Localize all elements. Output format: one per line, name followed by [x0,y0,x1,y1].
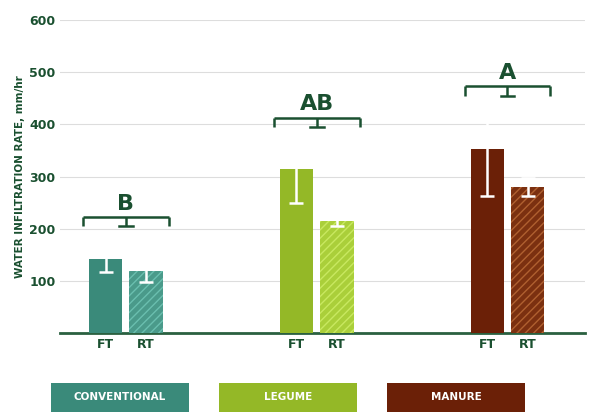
Bar [320,221,353,333]
Y-axis label: WATER INFILTRATION RATE, mm/hr: WATER INFILTRATION RATE, mm/hr [15,75,25,278]
Bar [320,221,353,333]
Bar [470,149,504,333]
Text: AB: AB [299,94,334,114]
Text: A: A [499,63,516,83]
Bar [280,169,313,333]
Bar [511,187,544,333]
Text: LEGUME: LEGUME [264,392,312,402]
Bar [511,187,544,333]
Bar [89,259,122,333]
Bar [130,270,163,333]
Text: B: B [118,194,134,214]
Text: CONVENTIONAL: CONVENTIONAL [74,392,166,402]
Text: MANURE: MANURE [431,392,481,402]
Bar [130,270,163,333]
